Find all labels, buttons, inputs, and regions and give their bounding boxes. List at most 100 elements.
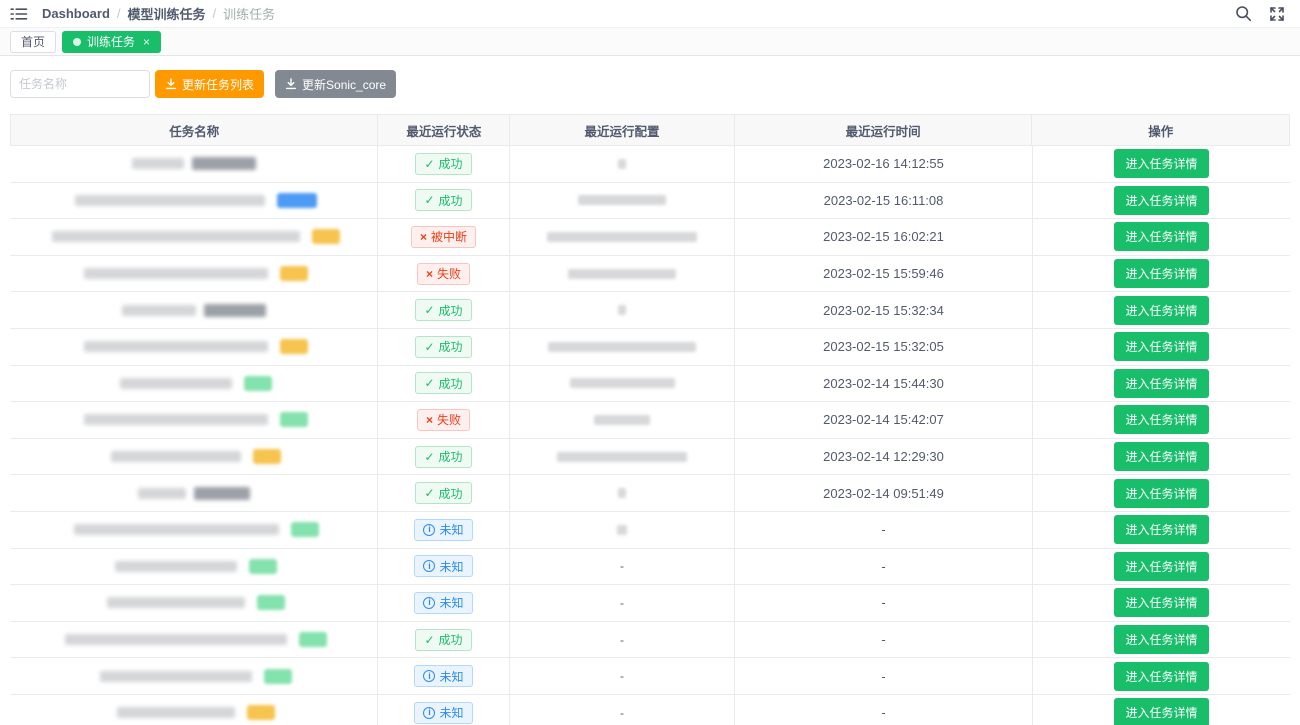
last-run-time: - [881,595,886,611]
status-cell: ✓ 成功 [378,328,510,365]
time-cell: 2023-02-15 15:32:34 [735,292,1033,328]
task-name-input[interactable] [10,70,150,98]
status-cell: × 被中断 [378,219,510,255]
last-run-time: 2023-02-15 15:32:05 [823,339,944,355]
redacted-task-name [73,524,279,536]
enter-task-details-button[interactable]: 进入任务详情 [1114,259,1209,289]
task-name-cell [10,219,378,255]
enter-task-details-button[interactable]: 进入任务详情 [1114,222,1209,252]
status-cell: ✓ 成功 [378,146,510,182]
status-label: 未知 [439,706,464,721]
breadcrumb-item-model-training[interactable]: 模型训练任务 [127,7,206,22]
enter-task-details-button[interactable]: 进入任务详情 [1114,588,1209,618]
enter-task-details-button[interactable]: 进入任务详情 [1114,625,1209,655]
enter-task-details-button[interactable]: 进入任务详情 [1114,332,1209,362]
task-name-cell [10,694,378,725]
status-label: 未知 [439,596,464,611]
time-cell: - [735,585,1033,621]
tab-training-tasks-label: 训练任务 [87,35,136,49]
topbar: Dashboard / 模型训练任务 / 训练任务 [0,0,1300,28]
enter-task-details-button[interactable]: 进入任务详情 [1114,368,1209,398]
breadcrumb-item-current: 训练任务 [223,7,276,22]
enter-task-details-button[interactable]: 进入任务详情 [1114,515,1209,545]
cross-icon: × [419,229,427,244]
redacted-task-name [192,157,256,171]
tab-training-tasks[interactable]: 训练任务 × [62,30,162,53]
active-dot-icon [73,37,82,46]
last-run-time: - [881,668,886,684]
config-cell: - [510,548,735,585]
config-cell [510,438,735,475]
time-cell: 2023-02-16 14:12:55 [735,146,1033,182]
search-icon[interactable] [1232,3,1254,25]
action-cell: 进入任务详情 [1033,219,1290,255]
enter-task-details-button[interactable]: 进入任务详情 [1114,149,1209,179]
task-tag-blue [277,192,317,208]
enter-task-details-button[interactable]: 进入任务详情 [1114,405,1209,435]
status-cell: i 未知 [378,511,510,548]
table-row: i 未知 - - 进入任务详情 [10,658,1290,695]
table-row: i 未知 - 进入任务详情 [10,511,1290,549]
table-row: ✓ 成功 2023-02-15 15:32:34 进入任务详情 [10,292,1290,329]
action-cell: 进入任务详情 [1033,475,1290,511]
update-task-list-button[interactable]: 更新任务列表 [155,70,265,98]
status-label: 成功 [438,633,463,648]
task-name-cell [10,146,378,182]
status-label: 成功 [438,376,463,391]
redacted-config [568,268,676,279]
action-cell: 进入任务详情 [1033,658,1290,694]
enter-task-details-button[interactable]: 进入任务详情 [1114,442,1209,472]
task-tag-green [249,558,277,574]
task-tag-yellow [280,339,308,355]
redacted-task-name [107,597,245,609]
table-row: ✓ 成功 2023-02-14 12:29:30 进入任务详情 [10,438,1290,476]
status-label: 成功 [438,486,463,501]
action-cell: 进入任务详情 [1033,622,1290,658]
status-cell: × 失败 [378,402,510,438]
enter-task-details-button[interactable]: 进入任务详情 [1114,295,1209,325]
enter-task-details-button[interactable]: 进入任务详情 [1114,478,1209,508]
redacted-task-name [132,158,184,170]
redacted-task-name [194,486,250,500]
tab-home-label: 首页 [21,35,46,49]
table-row: × 失败 2023-02-15 15:59:46 进入任务详情 [10,255,1290,293]
task-tag-yellow [253,449,281,465]
redacted-task-name [204,303,266,317]
enter-task-details-button[interactable]: 进入任务详情 [1114,698,1209,725]
config-value: - [620,632,624,647]
task-tag-green [257,595,285,611]
info-icon: i [423,596,436,609]
redacted-task-name [75,194,265,206]
task-name-cell [10,658,378,694]
status-cell: ✓ 成功 [378,182,510,219]
collapse-menu-icon[interactable] [8,3,30,25]
enter-task-details-button[interactable]: 进入任务详情 [1114,551,1209,581]
status-cell: i 未知 [378,694,510,725]
status-badge: ✓ 成功 [415,299,472,322]
status-label: 成功 [438,303,463,318]
last-run-time: 2023-02-14 12:29:30 [823,449,944,465]
status-label: 失败 [437,413,462,428]
redacted-task-name [84,414,268,426]
tab-home[interactable]: 首页 [10,30,57,53]
table-row: × 被中断 2023-02-15 16:02:21 进入任务详情 [10,219,1290,256]
task-name-cell [10,328,378,365]
redacted-config [594,414,650,425]
redacted-config [548,341,696,352]
enter-task-details-button[interactable]: 进入任务详情 [1114,661,1209,691]
config-cell [510,402,735,438]
column-header-actions: 操作 [1148,124,1174,139]
table-row: ✓ 成功 2023-02-15 15:32:05 进入任务详情 [10,328,1290,366]
close-tab-icon[interactable]: × [143,34,151,49]
breadcrumb-item-dashboard[interactable]: Dashboard [42,6,110,21]
config-cell [510,328,735,365]
check-icon: ✓ [424,449,435,464]
fullscreen-icon[interactable] [1266,3,1288,25]
enter-task-details-button[interactable]: 进入任务详情 [1114,185,1209,215]
redacted-config [547,231,697,242]
table-row: ✓ 成功 2023-02-14 09:51:49 进入任务详情 [10,475,1290,512]
config-cell [510,182,735,219]
update-sonic-core-button[interactable]: 更新Sonic_core [275,70,397,98]
info-icon: i [423,670,436,683]
